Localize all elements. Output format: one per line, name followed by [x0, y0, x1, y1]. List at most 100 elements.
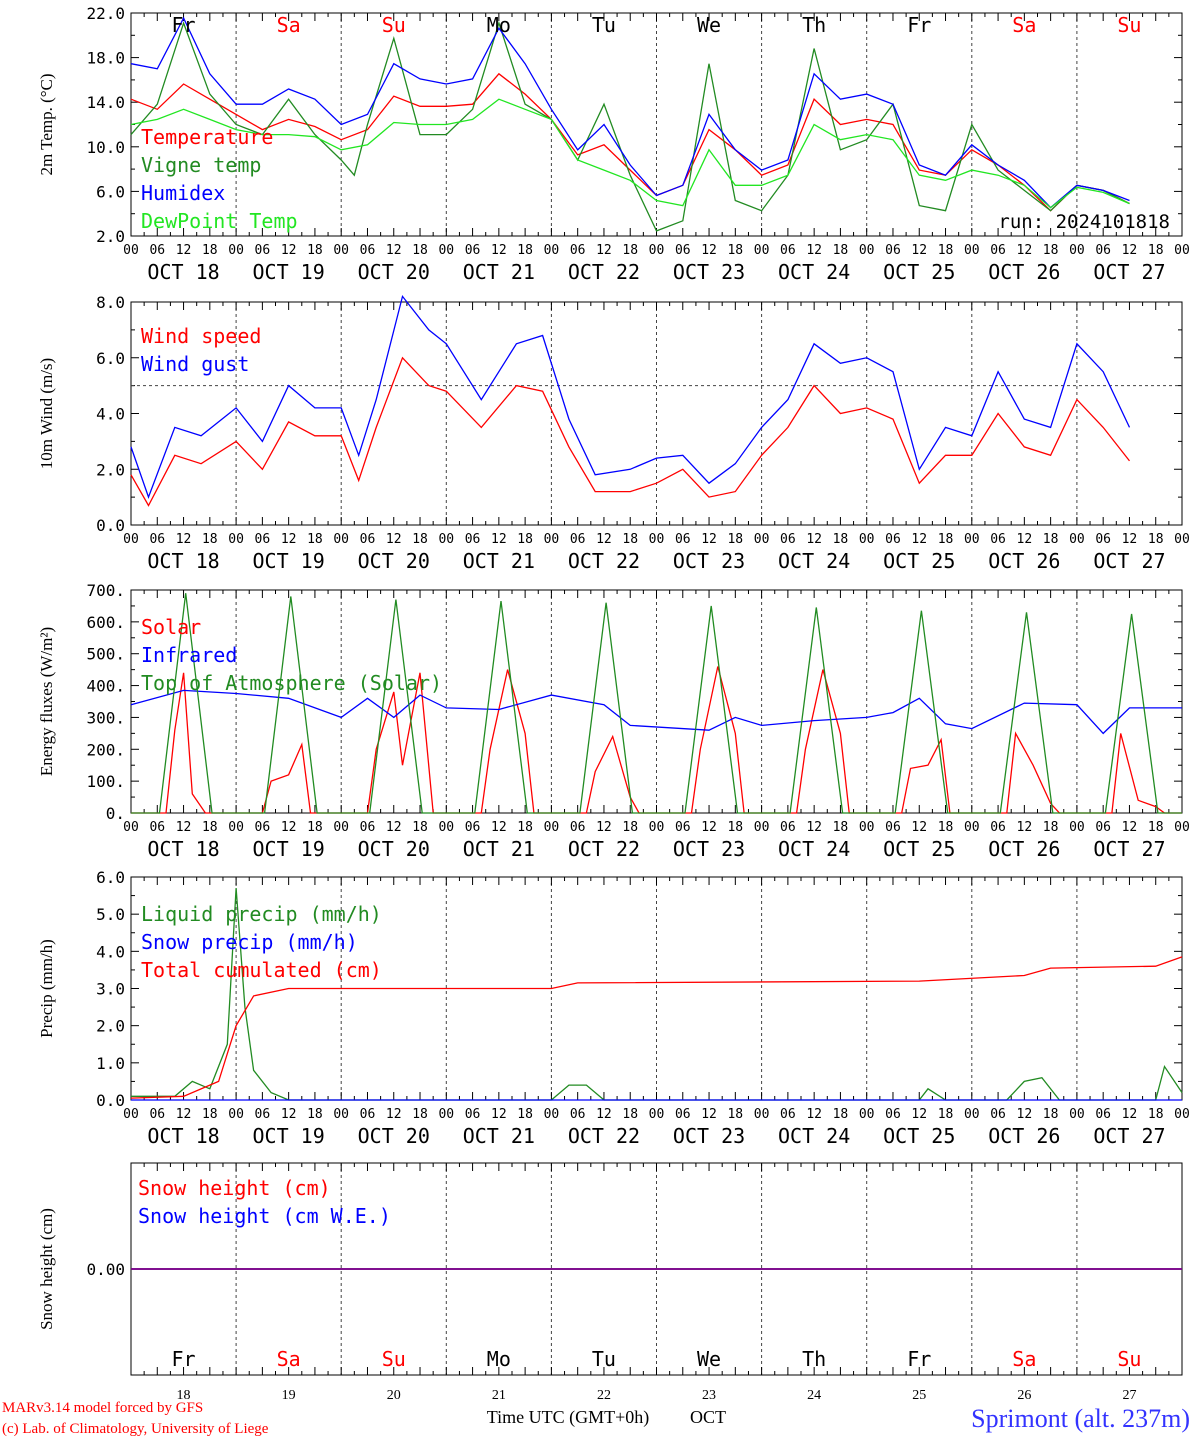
hour-tick-label: 12 — [281, 1107, 297, 1122]
hour-tick-label: 18 — [517, 243, 533, 258]
y-tick-label: 18.0 — [86, 49, 125, 68]
series-line-1 — [130, 72, 1130, 212]
y-tick-label: 600. — [86, 613, 125, 632]
hour-tick-label: 00 — [1174, 820, 1190, 835]
hour-tick-label: 06 — [1095, 243, 1111, 258]
model-credit: MARv3.14 model forced by GFS — [2, 1400, 203, 1416]
hour-tick-label: 18 — [1043, 243, 1059, 258]
hour-tick-label: 18 — [622, 1107, 638, 1122]
hour-tick-label: 00 — [228, 1107, 244, 1122]
day-number-label: 26 — [1017, 1388, 1031, 1403]
day-number-label: 25 — [912, 1388, 926, 1403]
hour-tick-label: 12 — [1122, 820, 1138, 835]
hour-tick-label: 00 — [544, 1107, 560, 1122]
hour-tick-label: 12 — [596, 820, 612, 835]
hour-tick-label: 12 — [386, 820, 402, 835]
date-label: OCT 25 — [883, 1124, 955, 1148]
day-number-label: 27 — [1122, 1388, 1136, 1403]
hour-tick-label: 12 — [1017, 532, 1033, 547]
hour-tick-label: 00 — [859, 820, 875, 835]
legend-entry: Wind gust — [141, 352, 249, 376]
series-line-3 — [131, 593, 1182, 814]
panel-3: 0. 100. 200. 300. 400. 500. 600. 700. Energy flu… — [37, 581, 1190, 861]
hour-tick-label: 18 — [517, 820, 533, 835]
hour-tick-label: 00 — [649, 1107, 665, 1122]
y-axis-label: 10m Wind (m/s) — [37, 358, 56, 469]
date-label: OCT 27 — [1093, 1124, 1165, 1148]
hour-tick-label: 06 — [360, 820, 376, 835]
date-label: OCT 27 — [1093, 260, 1165, 284]
hour-tick-label: 12 — [596, 532, 612, 547]
hour-tick-label: 18 — [1148, 532, 1164, 547]
date-label: OCT 22 — [568, 1124, 640, 1148]
hour-tick-label: 18 — [517, 532, 533, 547]
hour-tick-label: 18 — [202, 243, 218, 258]
hour-tick-label: 06 — [885, 1107, 901, 1122]
y-tick-label: 14.0 — [86, 93, 125, 112]
hour-tick-label: 12 — [701, 820, 717, 835]
hour-tick-label: 18 — [412, 820, 428, 835]
y-tick-label: 100. — [86, 772, 125, 791]
meteogram-panels: 2.0 6.0 10.0 14.0 18.0 22.0 2m Temp. (°C) Tempe… — [37, 4, 1190, 1403]
footer: MARv3.14 model forced by GFS (c) Lab. of… — [2, 1400, 1190, 1437]
hour-tick-label: 18 — [202, 532, 218, 547]
hour-tick-label: 18 — [1043, 532, 1059, 547]
hour-tick-label: 18 — [307, 1107, 323, 1122]
series-line-2 — [130, 20, 1130, 232]
hour-tick-label: 06 — [675, 820, 691, 835]
month-label: OCT — [690, 1407, 726, 1427]
legend-entry: Liquid precip (mm/h) — [141, 902, 382, 926]
y-tick-label: 400. — [86, 677, 125, 696]
hour-tick-label: 00 — [964, 820, 980, 835]
hour-tick-label: 00 — [333, 532, 349, 547]
hour-tick-label: 18 — [938, 532, 954, 547]
hour-tick-label: 00 — [649, 243, 665, 258]
hour-tick-label: 00 — [859, 1107, 875, 1122]
hour-tick-label: 06 — [360, 243, 376, 258]
hour-tick-label: 12 — [176, 820, 192, 835]
hour-tick-label: 18 — [833, 1107, 849, 1122]
hour-tick-label: 12 — [701, 532, 717, 547]
hour-tick-label: 18 — [938, 243, 954, 258]
hour-tick-label: 12 — [386, 243, 402, 258]
hour-tick-label: 12 — [806, 532, 822, 547]
hour-tick-label: 12 — [386, 1107, 402, 1122]
y-tick-label: 0.0 — [96, 516, 125, 535]
hour-tick-label: 00 — [1069, 820, 1085, 835]
y-tick-label: 2.0 — [96, 1017, 125, 1036]
hour-tick-label: 00 — [859, 532, 875, 547]
hour-tick-label: 18 — [622, 532, 638, 547]
date-label: OCT 27 — [1093, 549, 1165, 573]
date-label: OCT 24 — [778, 837, 850, 861]
y-tick-label: 8.0 — [96, 293, 125, 312]
date-label: OCT 23 — [673, 260, 745, 284]
series-line-3 — [130, 16, 1130, 209]
day-abbr-label: Fr — [907, 1347, 931, 1371]
hour-tick-label: 06 — [780, 1107, 796, 1122]
y-tick-label: 0.00 — [86, 1260, 125, 1279]
y-tick-label: 22.0 — [86, 4, 125, 23]
hour-tick-label: 06 — [465, 243, 481, 258]
series-line-1 — [131, 888, 1183, 1101]
y-tick-label: 6.0 — [96, 349, 125, 368]
hour-tick-label: 06 — [570, 243, 586, 258]
hour-tick-label: 06 — [465, 820, 481, 835]
hour-tick-label: 06 — [675, 243, 691, 258]
date-label: OCT 26 — [988, 837, 1060, 861]
hour-tick-label: 00 — [333, 820, 349, 835]
panel-4: 0.0 1.0 2.0 3.0 4.0 5.0 6.0 Precip (mm/h) Liquid… — [37, 868, 1190, 1148]
hour-tick-label: 00 — [859, 243, 875, 258]
hour-tick-label: 12 — [806, 1107, 822, 1122]
station-name: Sprimont (alt. 237m) — [971, 1404, 1190, 1433]
series-line-2 — [130, 689, 1182, 735]
date-label: OCT 23 — [673, 549, 745, 573]
day-abbr-label: Su — [1117, 1347, 1141, 1371]
hour-tick-label: 12 — [1122, 1107, 1138, 1122]
hour-tick-label: 00 — [964, 1107, 980, 1122]
legend-entry: DewPoint Temp — [141, 209, 298, 233]
panel-5: 0.00 Snow height (cm) Snow height (cm) Snow… — [37, 1162, 1183, 1403]
hour-tick-label: 12 — [1017, 820, 1033, 835]
hour-tick-label: 12 — [911, 1107, 927, 1122]
date-label: OCT 18 — [147, 549, 219, 573]
